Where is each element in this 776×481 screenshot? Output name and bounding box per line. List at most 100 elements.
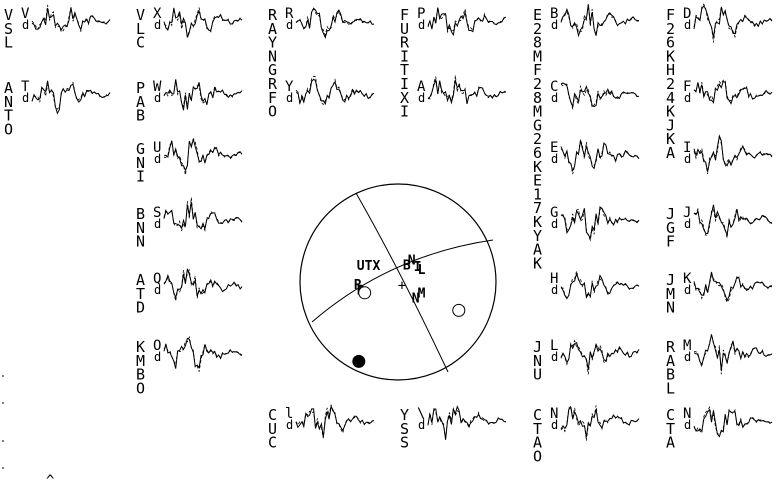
observed-trace <box>693 271 773 302</box>
waveform-panel: Gd <box>550 205 640 242</box>
component-subscript: d <box>551 152 558 166</box>
component-subscript: d <box>684 152 691 166</box>
component-label: E <box>550 140 558 156</box>
component-subscript: d <box>154 18 161 32</box>
synthetic-trace <box>693 79 773 102</box>
synthetic-trace <box>427 408 507 441</box>
component-subscript: d <box>418 91 425 105</box>
component-label: W <box>153 79 162 95</box>
observed-trace <box>295 78 375 106</box>
waveform-panel: V S L Vd <box>4 4 111 52</box>
synthetic-trace <box>163 335 243 372</box>
waveform-panel: Id <box>683 134 773 175</box>
component-label: D <box>683 6 691 22</box>
observed-trace <box>163 201 243 231</box>
waveform-panel: B N N Sd <box>136 197 243 251</box>
waveform-panel: A T D Qd <box>136 268 243 317</box>
focal-mechanism-beachball: + UTXBNILRDMN <box>299 183 497 381</box>
synthetic-trace <box>163 197 243 232</box>
observed-trace <box>560 4 640 38</box>
waveform-panel: C T A O Nd <box>533 404 640 465</box>
component-label: H <box>550 271 558 287</box>
observed-trace <box>163 337 243 369</box>
observed-trace <box>693 4 773 38</box>
observed-trace <box>560 272 640 300</box>
waveform-panel: Y S S \d <box>400 405 507 452</box>
component-subscript: d <box>551 350 558 364</box>
nodal-plane-1 <box>355 192 449 373</box>
component-subscript: d <box>286 18 293 32</box>
component-label: M <box>683 338 691 354</box>
waveform-panel: A N T O Td <box>4 79 111 138</box>
component-subscript: d <box>684 418 691 432</box>
waveform-panel: Ad <box>417 75 507 105</box>
polarity-station-label: M <box>418 287 426 302</box>
dilatation-symbol <box>358 286 372 300</box>
component-label: N <box>683 406 691 422</box>
observed-trace <box>560 140 640 173</box>
component-label: P <box>417 6 425 22</box>
waveform-panel: J N U Ld <box>533 338 640 384</box>
component-subscript: d <box>154 152 161 166</box>
observed-trace <box>427 405 507 440</box>
component-subscript: d <box>684 18 691 32</box>
observed-trace <box>560 82 640 109</box>
component-subscript: d <box>154 91 161 105</box>
waveform-panel: J G F Jd <box>666 204 773 251</box>
waveform-panel: Cd <box>550 79 640 110</box>
polarity-station-label: UTX <box>357 259 381 274</box>
component-label: O <box>153 338 161 354</box>
waveform-panel: R A B L Md <box>666 333 773 397</box>
synthetic-trace <box>693 405 773 435</box>
synthetic-trace <box>427 7 507 34</box>
component-subscript: d <box>418 18 425 32</box>
component-label: l <box>285 406 293 422</box>
dilatation-symbol <box>452 303 466 317</box>
observed-trace <box>295 404 375 438</box>
synthetic-trace <box>163 7 243 38</box>
synthetic-trace <box>560 339 640 375</box>
component-label: T <box>21 79 30 95</box>
synthetic-trace <box>693 274 773 304</box>
component-subscript: d <box>22 18 29 32</box>
component-label: N <box>550 406 558 422</box>
synthetic-trace <box>560 207 640 242</box>
polarity-station-label: N <box>412 292 420 307</box>
component-subscript: d <box>286 418 293 432</box>
component-subscript: d <box>22 91 29 105</box>
component-subscript: d <box>551 217 558 231</box>
component-subscript: d <box>154 283 161 297</box>
waveform-panel: V L C Xd <box>136 6 243 52</box>
tick-marks-left <box>2 375 4 469</box>
synthetic-trace <box>295 75 375 106</box>
observed-trace <box>560 341 640 370</box>
compression-symbol <box>352 354 366 368</box>
synthetic-trace <box>163 137 243 175</box>
component-label: G <box>550 205 558 221</box>
waveform-panel: Yd <box>285 75 375 106</box>
component-subscript: d <box>154 350 161 364</box>
component-label: Y <box>285 79 294 95</box>
polarity-station-label: R <box>354 278 362 293</box>
synthetic-trace <box>560 83 640 110</box>
observed-trace <box>560 205 640 240</box>
polarity-station-label: L <box>418 263 426 278</box>
synthetic-trace <box>693 3 773 43</box>
waveform-panel: P A B Wd <box>136 79 243 125</box>
synthetic-trace <box>693 333 773 375</box>
component-subscript: d <box>154 217 161 231</box>
